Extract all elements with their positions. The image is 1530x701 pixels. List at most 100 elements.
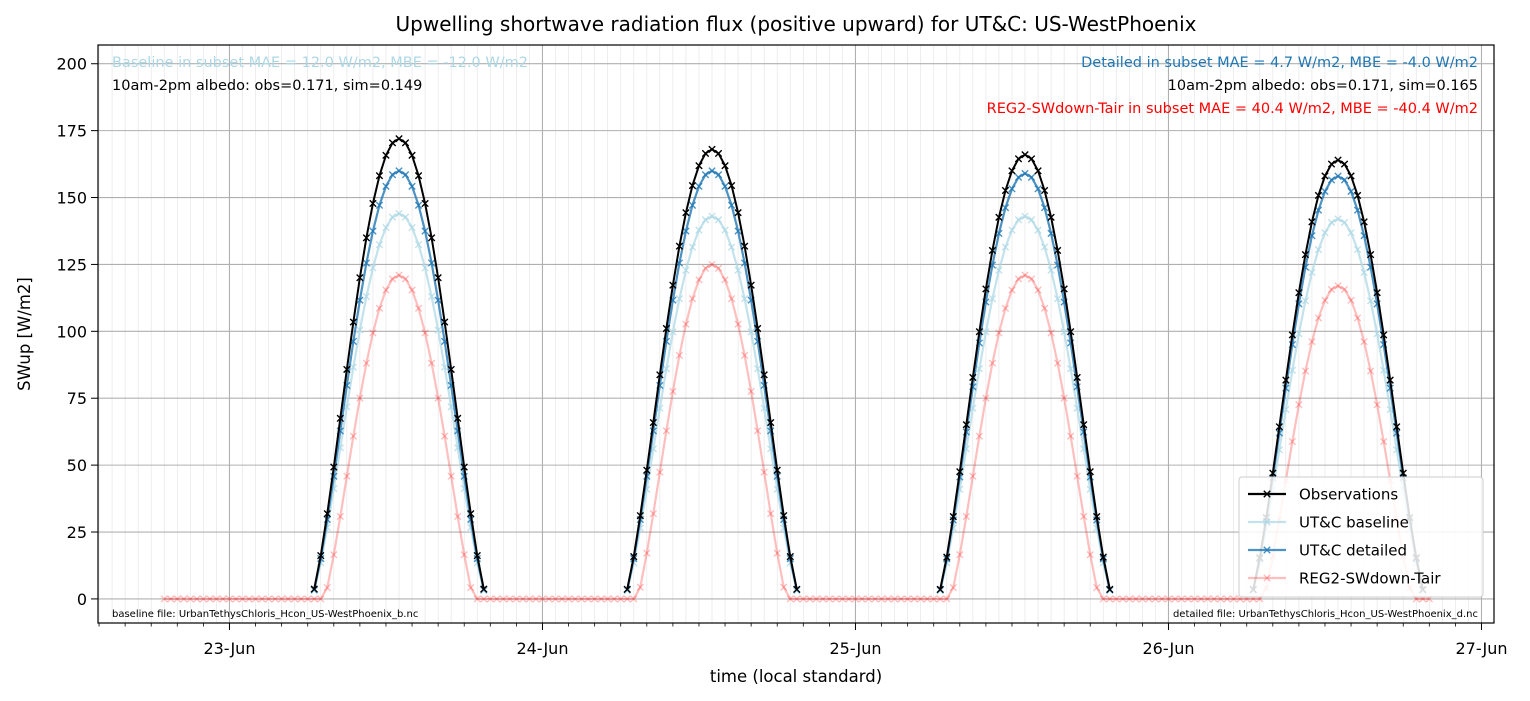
data-point	[349, 432, 358, 440]
data-point	[740, 242, 749, 250]
data-point	[427, 359, 436, 367]
data-point	[1347, 187, 1355, 196]
data-point	[1190, 595, 1199, 603]
data-point	[532, 595, 540, 603]
data-point	[1021, 212, 1029, 220]
data-point	[1334, 215, 1342, 223]
data-point	[473, 551, 481, 560]
legend-entry: Observations	[1248, 486, 1398, 504]
axis-tick-labels: 23-Jun 24-Jun 25-Jun 26-Jun 27-Jun 0 25 50 75 100…	[56, 55, 1507, 658]
data-point	[558, 595, 566, 603]
data-point	[408, 223, 416, 232]
reg2-stats-annotation: REG2-SWdown-Tair in subset MAE = 40.4 W/…	[987, 101, 1478, 117]
data-point	[1373, 330, 1381, 338]
data-point	[1184, 595, 1192, 603]
y-tick-label: 150	[56, 189, 87, 208]
data-point	[317, 595, 325, 603]
data-point	[682, 208, 690, 217]
data-point	[538, 595, 547, 603]
data-point	[695, 276, 703, 284]
data-point	[714, 264, 723, 273]
data-point	[427, 234, 436, 242]
data-point	[1106, 585, 1114, 594]
data-point	[734, 227, 742, 235]
data-point	[395, 134, 403, 143]
data-point	[1340, 285, 1349, 294]
data-point	[460, 463, 468, 471]
data-point	[1027, 155, 1036, 163]
data-point	[701, 149, 710, 158]
data-point	[760, 468, 768, 476]
data-point	[714, 216, 723, 224]
data-point	[969, 472, 977, 480]
data-point	[1360, 268, 1368, 277]
data-point	[636, 583, 644, 591]
data-point	[362, 259, 371, 267]
data-point	[1288, 437, 1297, 446]
data-point	[1340, 176, 1349, 184]
data-point	[1334, 282, 1342, 290]
series-line	[164, 263, 1430, 601]
data-point	[682, 320, 690, 328]
data-point	[975, 328, 984, 336]
data-point	[1086, 550, 1094, 559]
legend-box	[1238, 476, 1484, 598]
data-point	[453, 512, 462, 521]
data-point	[1053, 246, 1062, 255]
data-point	[786, 552, 794, 561]
data-point	[427, 292, 436, 301]
data-point	[225, 595, 234, 603]
data-point	[388, 139, 397, 147]
data-point	[1308, 268, 1316, 277]
data-point	[212, 595, 221, 603]
data-point	[877, 595, 886, 603]
data-point	[1379, 331, 1388, 339]
data-point	[1027, 216, 1036, 224]
data-point	[1393, 423, 1401, 431]
data-point	[1295, 330, 1303, 338]
data-point	[727, 294, 736, 303]
data-point	[1334, 172, 1342, 180]
legend-label: REG2-SWdown-Tair	[1299, 570, 1441, 588]
y-tick-label: 75	[67, 389, 87, 408]
data-point	[1099, 595, 1107, 603]
data-point	[701, 264, 710, 273]
data-point	[838, 595, 847, 603]
data-point	[806, 595, 814, 603]
x-tick-label: 24-Jun	[516, 639, 568, 658]
data-point	[714, 149, 723, 158]
data-point	[708, 145, 716, 154]
data-point	[610, 595, 618, 603]
data-point	[1034, 286, 1042, 294]
data-point	[219, 595, 227, 603]
data-point	[975, 365, 984, 373]
data-point	[408, 182, 416, 190]
data-point	[793, 585, 801, 593]
legend-entry: REG2-SWdown-Tair	[1248, 570, 1441, 588]
data-point	[662, 365, 671, 373]
data-point	[851, 595, 860, 603]
data-point	[1093, 583, 1101, 592]
data-point	[323, 509, 331, 518]
data-point	[401, 275, 410, 283]
data-point	[1269, 469, 1277, 477]
data-point	[975, 432, 984, 440]
data-point	[271, 595, 279, 603]
plot-frame	[97, 44, 1495, 624]
data-point	[440, 432, 449, 440]
data-point	[1014, 275, 1023, 283]
data-point	[682, 266, 690, 274]
data-point	[467, 509, 475, 518]
data-point	[238, 595, 247, 603]
data-point	[767, 418, 775, 427]
y-axis-label: SWup [W/m2]	[15, 277, 34, 391]
data-point	[1008, 167, 1016, 175]
data-point	[675, 242, 684, 250]
data-point	[290, 595, 299, 603]
y-tick-label: 0	[77, 590, 87, 609]
data-point	[1040, 186, 1049, 195]
data-point	[199, 595, 208, 603]
data-point	[564, 595, 573, 603]
data-point	[1301, 250, 1310, 259]
